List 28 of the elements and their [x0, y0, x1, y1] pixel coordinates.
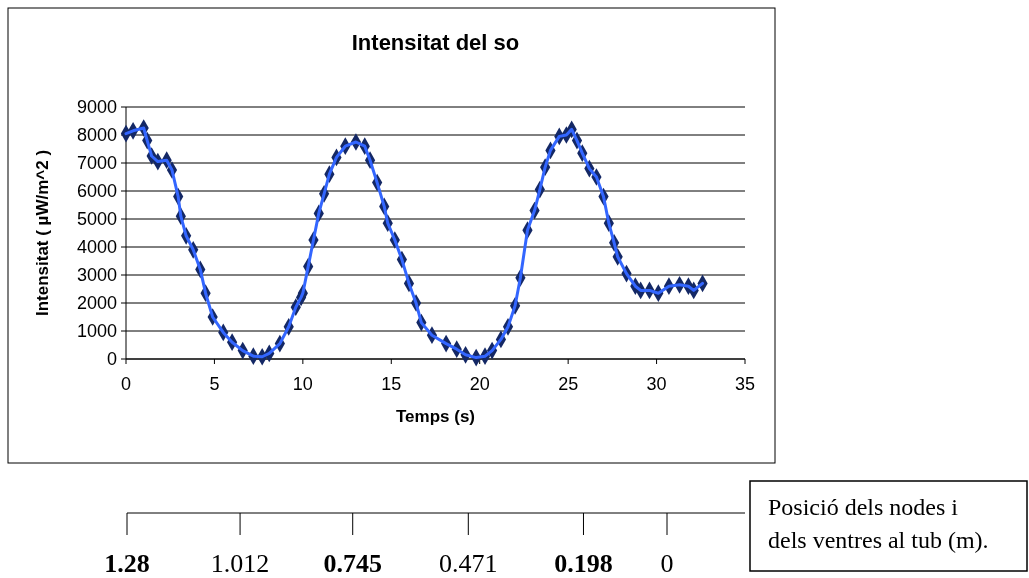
y-tick-label: 0: [106, 349, 117, 370]
x-tick-label: 0: [120, 374, 132, 394]
x-axis-title: Temps (s): [395, 407, 476, 426]
x2-tick-label: 1.012: [210, 549, 270, 578]
x2-tick-label: 0.471: [439, 549, 498, 578]
chart-title: Intensitat del so: [351, 30, 520, 55]
y-tick-label: 2000: [76, 293, 117, 314]
x-tick-label: 10: [292, 374, 313, 394]
x2-tick-label: 0.198: [554, 549, 613, 578]
x-tick-label: 5: [209, 374, 220, 394]
x-tick-label: 25: [558, 374, 579, 394]
x-tick-label: 20: [469, 374, 490, 394]
x-tick-label: 35: [734, 374, 756, 394]
y-tick-label: 9000: [76, 97, 117, 118]
x-tick-label: 15: [381, 374, 402, 394]
y-tick-label: 7000: [76, 153, 117, 174]
y-tick-label: 1000: [76, 321, 117, 342]
y-axis-title: Intensitat ( µW/m^2 ): [33, 149, 52, 317]
x2-tick-label: 0: [660, 549, 674, 578]
y-tick-label: 4000: [76, 237, 117, 258]
x2-tick-label: 0.745: [323, 549, 382, 578]
x-tick-label: 30: [646, 374, 667, 394]
x2-tick-label: 1.28: [104, 549, 150, 578]
x2-axis-title: Posició dels nodes i dels ventres al tub (m).: [768, 494, 989, 553]
y-tick-label: 3000: [76, 265, 117, 286]
y-tick-label: 6000: [76, 181, 117, 202]
y-tick-label: 5000: [76, 209, 117, 230]
y-tick-label: 8000: [76, 125, 117, 146]
